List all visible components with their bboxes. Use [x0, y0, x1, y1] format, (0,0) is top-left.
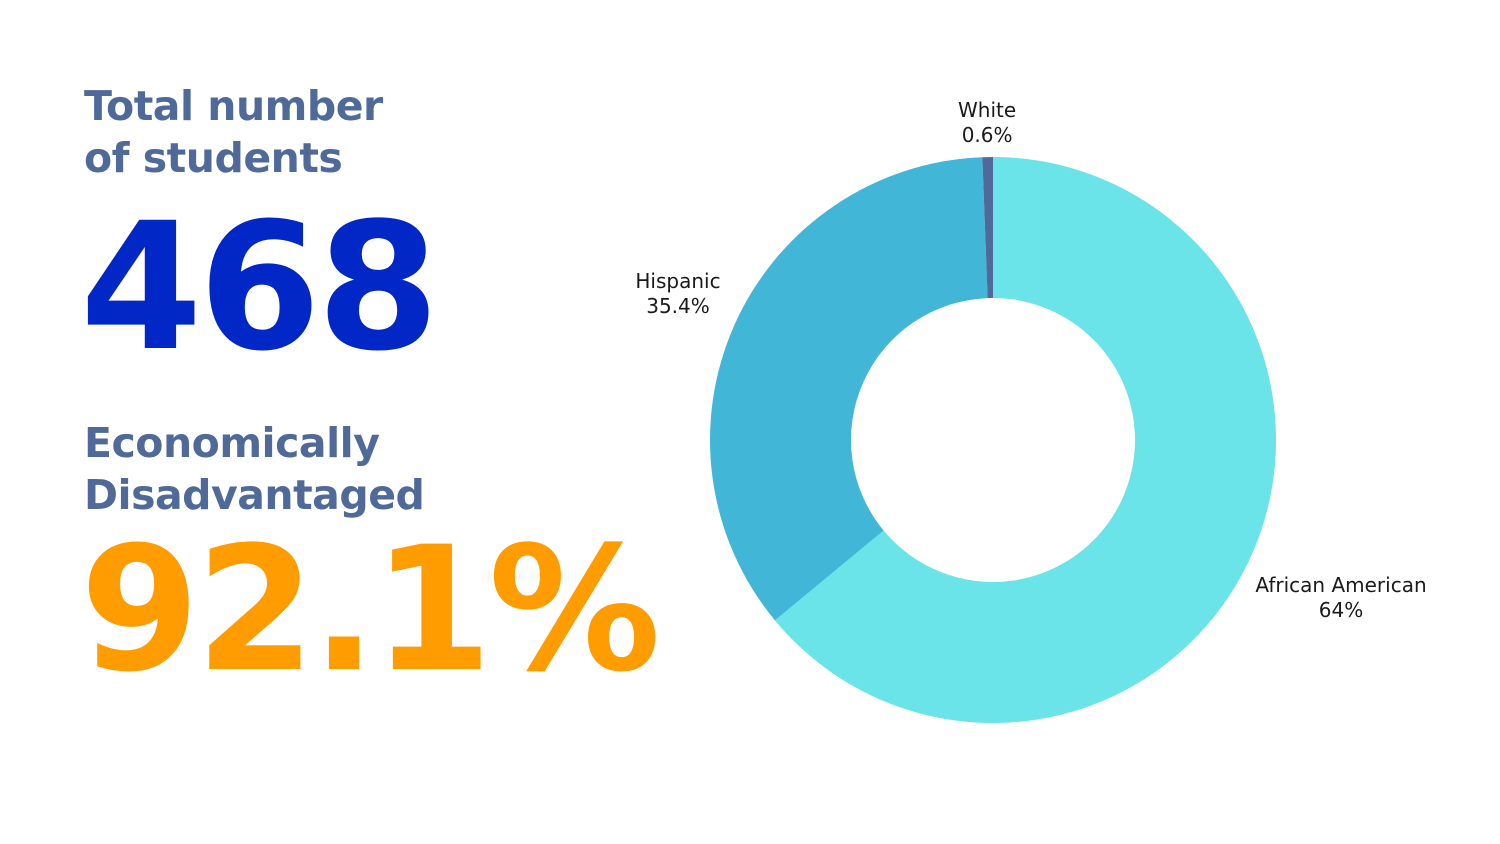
students-label-line1: Total number — [84, 82, 383, 130]
donut-slice-hispanic — [710, 157, 988, 621]
slice-label-name: White — [958, 98, 1016, 122]
econ-label-line2: Disadvantaged — [84, 471, 425, 519]
econ-label-line1: Economically — [84, 419, 380, 467]
econ-disadvantaged-label: Economically Disadvantaged — [84, 417, 425, 521]
students-label-line2: of students — [84, 134, 343, 182]
donut-slice-white — [982, 157, 993, 299]
students-count: 468 — [80, 185, 439, 390]
econ-disadvantaged-percent: 92.1% — [80, 509, 661, 710]
slice-label-name: African American — [1255, 573, 1426, 597]
slice-label-value: 64% — [1319, 598, 1363, 622]
slice-label-value: 35.4% — [646, 294, 710, 318]
donut-slice-african-american — [774, 157, 1277, 723]
slice-label-name: Hispanic — [635, 269, 720, 293]
students-label: Total number of students — [84, 80, 383, 184]
slice-label-value: 0.6% — [962, 123, 1013, 147]
